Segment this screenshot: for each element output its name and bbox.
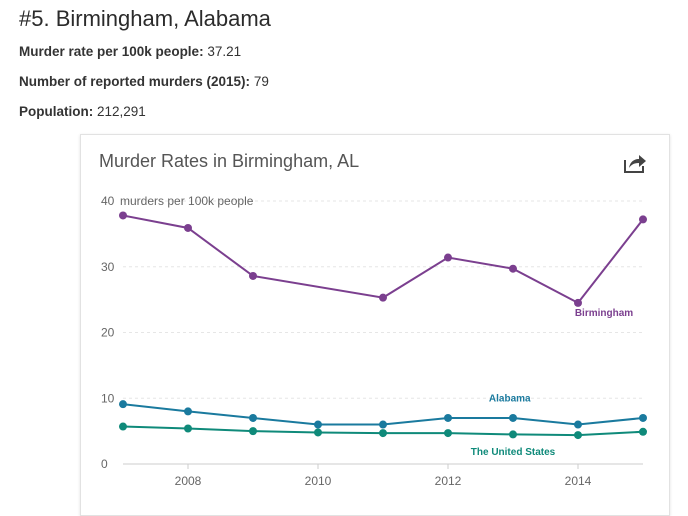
x-tick-label: 2014: [565, 474, 592, 488]
data-point-birmingham: [639, 215, 647, 224]
population-label: Population:: [19, 104, 94, 119]
series-label-alabama: Alabama: [489, 394, 531, 405]
share-button[interactable]: [622, 151, 648, 175]
series-line-birmingham: [122, 214, 644, 305]
page-title: #5. Birmingham, Alabama: [19, 6, 271, 31]
data-point-the-united-states: [249, 427, 257, 436]
data-point-the-united-states: [639, 427, 647, 436]
series-label-the-united-states: The United States: [471, 447, 556, 458]
murder-rate-value: 37.21: [207, 44, 242, 59]
data-point-alabama: [444, 413, 452, 422]
reported-murders-label: Number of reported murders (2015):: [19, 74, 251, 89]
y-tick-label: 10: [101, 391, 115, 405]
chart-card: 0 10 20 30 40 murders per 100k people 2008 2010…: [80, 134, 670, 516]
y-tick-label: 40: [101, 194, 115, 208]
line-chart: 0 10 20 30 40 murders per 100k people 2008 2010…: [101, 194, 647, 488]
share-icon: [624, 155, 646, 173]
data-point-the-united-states: [379, 429, 387, 438]
data-point-birmingham: [184, 223, 192, 232]
data-point-the-united-states: [509, 430, 517, 439]
reported-murders-value: 79: [253, 74, 269, 89]
data-point-birmingham: [249, 271, 257, 280]
murder-rate-stat: Murder rate per 100k people: 37.21: [19, 44, 241, 59]
x-tick-label: 2010: [305, 474, 332, 488]
series-label-birmingham: Birmingham: [575, 308, 633, 319]
data-point-alabama: [639, 413, 647, 422]
data-point-alabama: [379, 420, 387, 429]
data-point-alabama: [184, 407, 192, 416]
data-point-alabama: [119, 400, 127, 409]
x-tick-label: 2012: [435, 474, 462, 488]
y-axis-label: murders per 100k people: [120, 194, 254, 208]
y-tick-label: 0: [101, 457, 108, 471]
data-point-the-united-states: [119, 422, 127, 431]
murder-rate-label: Murder rate per 100k people:: [19, 44, 204, 59]
reported-murders-stat: Number of reported murders (2015): 79: [19, 74, 269, 89]
x-tick-label: 2008: [175, 474, 202, 488]
y-tick-label: 20: [101, 326, 115, 340]
data-point-birmingham: [444, 253, 452, 262]
data-point-the-united-states: [574, 431, 582, 440]
data-point-alabama: [574, 420, 582, 429]
data-point-birmingham: [574, 298, 582, 307]
data-point-birmingham: [509, 264, 517, 273]
population-value: 212,291: [97, 104, 146, 119]
data-point-the-united-states: [184, 424, 192, 433]
y-tick-label: 30: [101, 260, 115, 274]
data-point-birmingham: [119, 211, 127, 220]
population-stat: Population: 212,291: [19, 104, 146, 119]
data-point-alabama: [509, 413, 517, 422]
chart-title: Murder Rates in Birmingham, AL: [99, 151, 360, 171]
data-point-the-united-states: [444, 429, 452, 438]
data-point-alabama: [249, 413, 257, 422]
data-point-the-united-states: [314, 428, 322, 437]
data-point-alabama: [314, 420, 322, 429]
data-point-birmingham: [379, 293, 387, 302]
